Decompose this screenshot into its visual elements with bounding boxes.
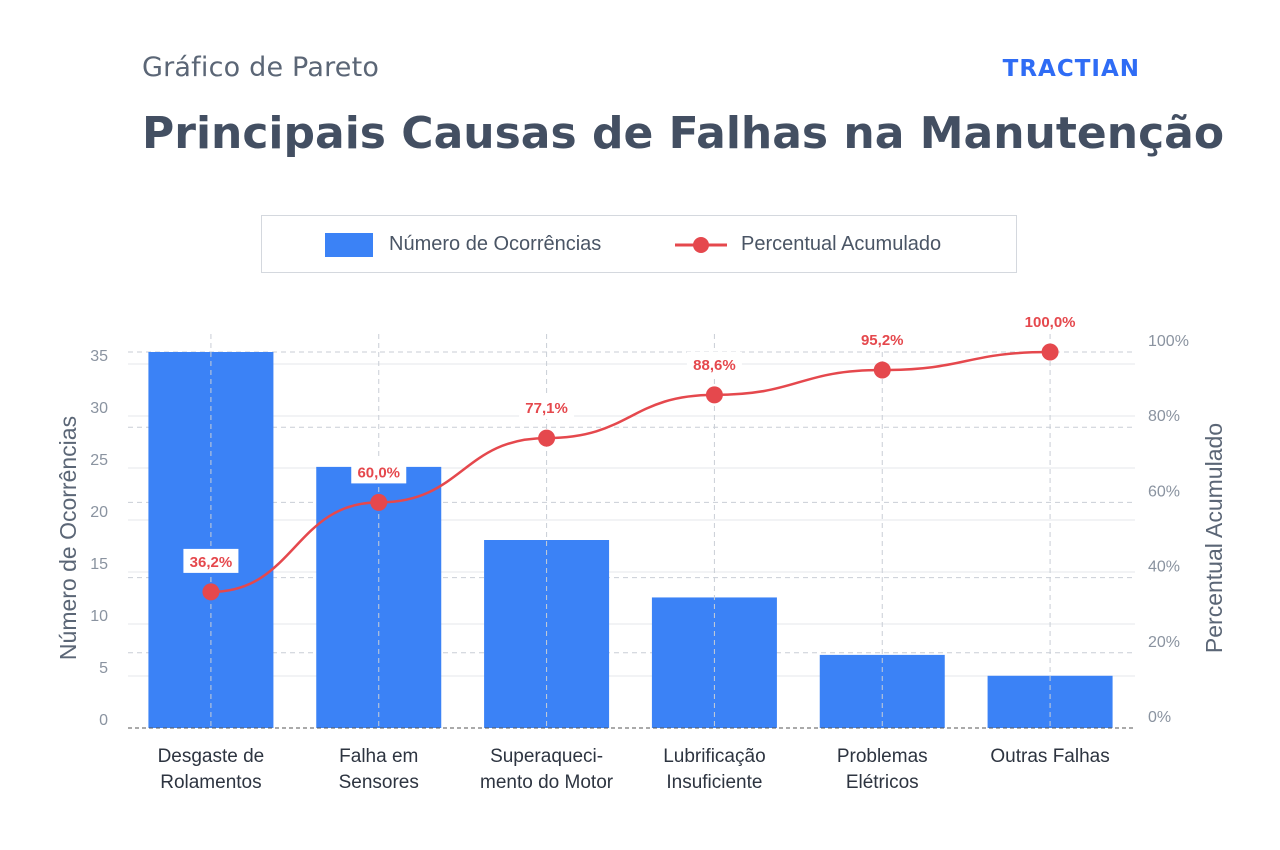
y-left-tick-label: 10 bbox=[90, 608, 108, 625]
bar bbox=[148, 352, 274, 728]
y-right-tick-label: 20% bbox=[1148, 634, 1180, 651]
data-label-bg bbox=[351, 459, 407, 484]
x-category-label: Elétricos bbox=[846, 772, 919, 793]
cumulative-point bbox=[538, 429, 556, 447]
x-category-label: Insuficiente bbox=[666, 772, 762, 793]
y-left-tick-label: 35 bbox=[90, 348, 108, 365]
data-label-bg bbox=[183, 548, 239, 573]
y-left-axis-title: Número de Ocorrências bbox=[55, 416, 81, 660]
data-label: 95,2% bbox=[861, 332, 904, 349]
x-category-label: Problemas bbox=[837, 746, 928, 767]
x-category-label: Sensores bbox=[339, 772, 419, 793]
brand-logo: TRACTIAN bbox=[1002, 56, 1140, 82]
data-label: 60,0% bbox=[357, 464, 400, 481]
y-left-tick-label: 0 bbox=[99, 712, 108, 729]
chart-subtitle: Gráfico de Pareto bbox=[142, 52, 380, 83]
data-label-bg bbox=[854, 327, 910, 352]
legend-line-swatch bbox=[675, 237, 727, 253]
data-label: 77,1% bbox=[525, 400, 568, 417]
y-left-tick-label: 30 bbox=[90, 400, 108, 417]
data-label-bg bbox=[686, 351, 742, 376]
y-right-tick-label: 0% bbox=[1148, 709, 1171, 726]
y-right-tick-label: 40% bbox=[1148, 559, 1180, 576]
chart-legend: Número de Ocorrências Percentual Acumula… bbox=[261, 215, 1017, 273]
y-right-tick-label: 100% bbox=[1148, 333, 1189, 350]
data-label: 36,2% bbox=[190, 554, 233, 571]
y-left-tick-label: 5 bbox=[99, 660, 108, 677]
chart-title: Principais Causas de Falhas na Manutençã… bbox=[142, 108, 1225, 159]
y-left-tick-label: 15 bbox=[90, 556, 108, 573]
cumulative-point bbox=[370, 493, 388, 511]
x-category-label: mento do Motor bbox=[480, 772, 614, 793]
bar bbox=[819, 654, 945, 728]
legend-bar-swatch bbox=[325, 233, 373, 257]
y-right-tick-label: 80% bbox=[1148, 408, 1180, 425]
x-category-label: Lubrificação bbox=[663, 746, 765, 767]
data-label-bg bbox=[1018, 309, 1083, 333]
y-left-tick-label: 20 bbox=[90, 504, 108, 521]
x-category-label: Outras Falhas bbox=[990, 746, 1109, 767]
data-label-bg bbox=[519, 395, 575, 420]
cumulative-point bbox=[873, 361, 891, 379]
y-left-tick-label: 25 bbox=[90, 452, 108, 469]
legend-bars-label: Número de Ocorrências bbox=[389, 233, 602, 255]
legend-line-label: Percentual Acumulado bbox=[741, 233, 942, 255]
x-category-label: Superaqueci- bbox=[490, 746, 603, 767]
x-category-label: Falha em bbox=[339, 746, 418, 767]
y-right-tick-label: 60% bbox=[1148, 483, 1180, 500]
data-label: 88,6% bbox=[693, 357, 736, 374]
y-right-axis-title: Percentual Acumulado bbox=[1201, 423, 1227, 653]
cumulative-point bbox=[202, 583, 220, 601]
cumulative-line bbox=[210, 350, 1051, 594]
cumulative-point bbox=[1041, 343, 1059, 361]
bar bbox=[987, 675, 1113, 728]
x-category-label: Desgaste de bbox=[158, 746, 265, 767]
cumulative-point bbox=[705, 386, 723, 404]
x-category-label: Rolamentos bbox=[160, 772, 261, 793]
data-label: 100,0% bbox=[1025, 314, 1076, 331]
